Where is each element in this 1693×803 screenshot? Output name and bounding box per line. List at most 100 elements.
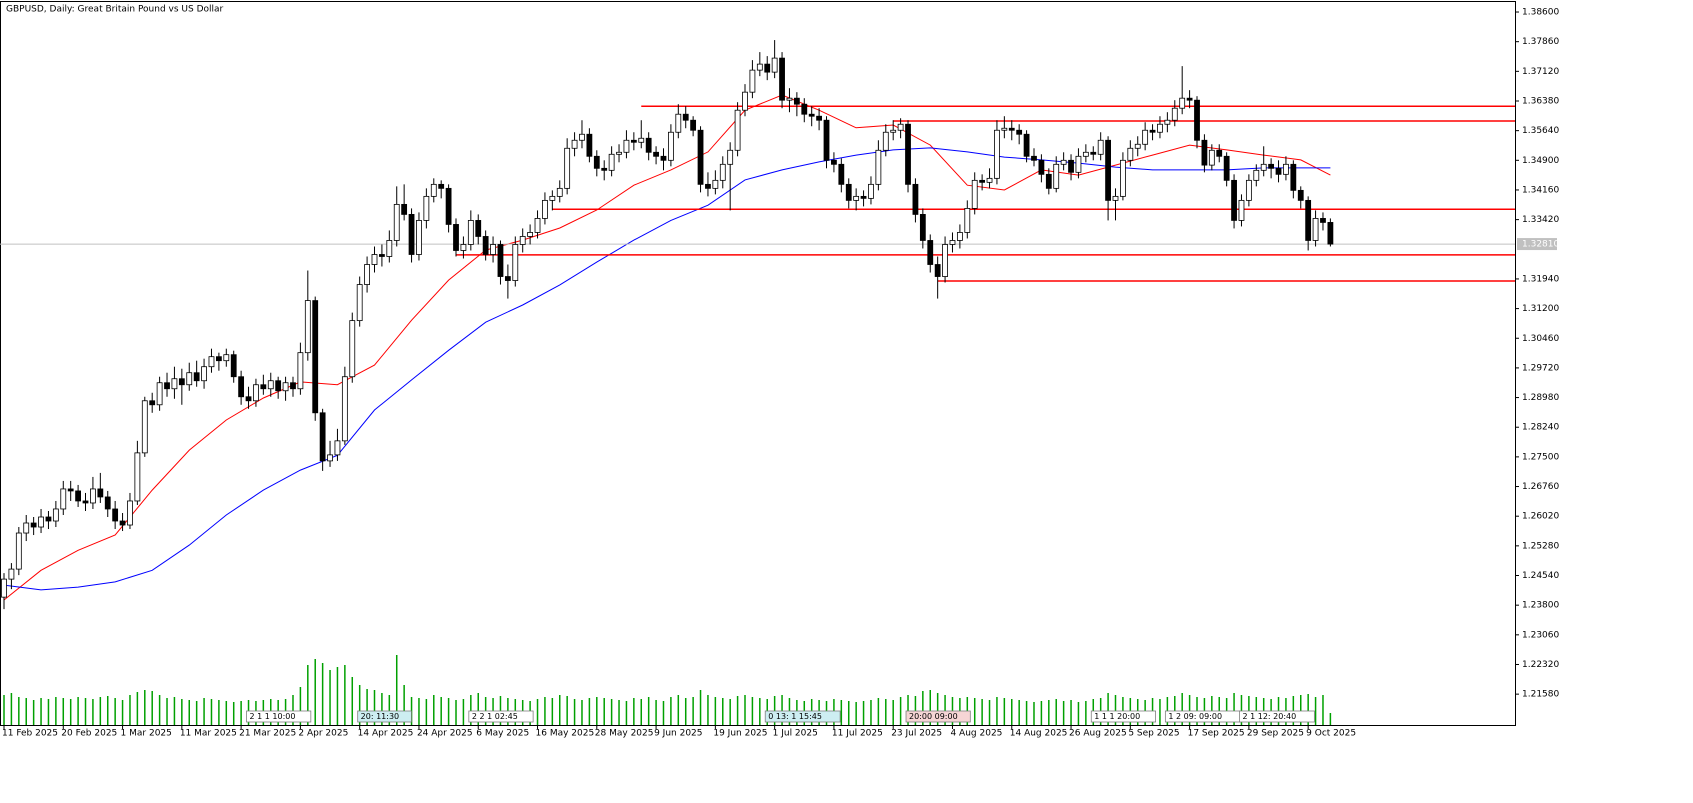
candle-body: [1305, 199, 1312, 241]
event-label: 2 1 1 10:00: [250, 712, 296, 721]
volume-bar: [1011, 699, 1013, 725]
x-tick-label: 14 Aug 2025: [1010, 729, 1068, 739]
volume-bar: [566, 696, 568, 725]
volume-bar: [684, 698, 687, 725]
volume-bar: [581, 700, 583, 725]
volume-bar: [751, 697, 754, 725]
candle-body: [653, 151, 659, 157]
volume-bar: [188, 700, 190, 725]
volume-bar: [210, 699, 213, 725]
event-marker: [246, 710, 312, 723]
y-tick-label: 1.28240: [1522, 423, 1559, 433]
volume-bar: [655, 700, 657, 725]
volume-bar: [899, 697, 902, 725]
candle-body: [1208, 149, 1215, 166]
candle-body: [1253, 169, 1260, 181]
volume-bar: [1107, 693, 1109, 725]
y-tick-label: 1.33420: [1522, 215, 1559, 225]
candle-body: [267, 380, 274, 390]
y-tick-label: 1.25280: [1522, 541, 1559, 551]
volume-bar: [781, 695, 783, 725]
candle-body: [349, 320, 356, 378]
candle-body: [934, 264, 941, 277]
candle-body: [430, 183, 437, 197]
candle-body: [1031, 155, 1037, 161]
y-tick-label: 1.28980: [1522, 393, 1559, 403]
candle-body: [527, 232, 534, 237]
candle-body: [364, 264, 370, 285]
candle-body: [230, 354, 237, 378]
volume-bar: [55, 697, 57, 725]
event-marker: [1239, 710, 1315, 723]
x-tick-label: 21 Mar 2025: [239, 729, 296, 739]
volume-bar: [1307, 694, 1309, 725]
candle-body: [897, 123, 904, 131]
volume-bar: [18, 697, 20, 725]
volume-bar: [677, 695, 680, 725]
candle-body: [660, 155, 667, 161]
volume-bar: [773, 696, 776, 725]
event-label: 2 2 1 02:45: [472, 712, 518, 721]
candle-body: [23, 522, 30, 534]
candle-body: [1097, 139, 1104, 155]
candle-body: [742, 91, 748, 111]
volume-bar: [892, 700, 894, 725]
volume-bar: [418, 698, 420, 725]
candle-body: [1297, 189, 1304, 201]
candle-body: [52, 508, 59, 522]
event-label: 20:00 09:00: [909, 712, 958, 721]
candle-body: [1290, 163, 1297, 191]
y-tick-label: 1.35640: [1522, 126, 1559, 136]
candle-body: [75, 490, 81, 502]
x-tick-label: 17 Sep 2025: [1188, 729, 1245, 739]
x-tick-label: 11 Jul 2025: [832, 729, 883, 739]
volume-bar: [981, 699, 983, 725]
volume-bar: [69, 699, 72, 725]
candle-body: [1283, 163, 1289, 175]
volume-bar: [1025, 701, 1028, 725]
candle-body: [1268, 163, 1275, 169]
volume-bar: [944, 695, 946, 725]
candle-body: [386, 240, 393, 257]
candle-body: [601, 167, 608, 171]
x-tick-label: 20 Feb 2025: [61, 729, 117, 739]
candle-body: [608, 153, 615, 171]
candle-body: [645, 137, 652, 153]
volume-bar: [1174, 696, 1176, 725]
candle-body: [519, 236, 526, 245]
volume-bar: [1085, 701, 1087, 725]
event-label: 0 13: 1 15:45: [768, 712, 822, 721]
volume-bar: [329, 670, 331, 725]
volume-bar: [181, 699, 183, 725]
volume-bar: [366, 689, 368, 725]
candle-body: [1075, 155, 1082, 173]
candle-body: [697, 129, 704, 185]
y-tick-label: 1.26760: [1522, 482, 1559, 492]
volume-bar: [99, 697, 102, 725]
candle-body: [668, 131, 674, 161]
y-tick-label: 1.34900: [1522, 156, 1559, 166]
event-label: 2 1 12: 20:40: [1242, 712, 1296, 721]
candle-body: [1060, 159, 1067, 165]
y-tick-label: 1.23800: [1522, 601, 1559, 611]
volume-bar: [40, 698, 42, 725]
volume-bar: [62, 698, 65, 725]
volume-bar: [544, 697, 546, 725]
candle-body: [8, 568, 15, 580]
volume-bar: [499, 696, 502, 725]
candle-body: [816, 115, 822, 121]
y-tick-label: 1.23060: [1522, 630, 1559, 640]
candle-body: [838, 163, 845, 185]
candle-body: [949, 240, 956, 245]
candle-body: [1105, 139, 1111, 201]
candle-body: [334, 440, 341, 456]
volume-bar: [1077, 702, 1080, 725]
candle-body: [82, 500, 89, 504]
volume-bar: [166, 698, 168, 725]
candle-body: [1016, 129, 1023, 135]
candle-body: [223, 354, 230, 362]
volume-bar: [151, 691, 153, 725]
volume-bar: [299, 687, 302, 725]
volume-bar: [351, 677, 354, 725]
candle-body: [30, 522, 37, 528]
